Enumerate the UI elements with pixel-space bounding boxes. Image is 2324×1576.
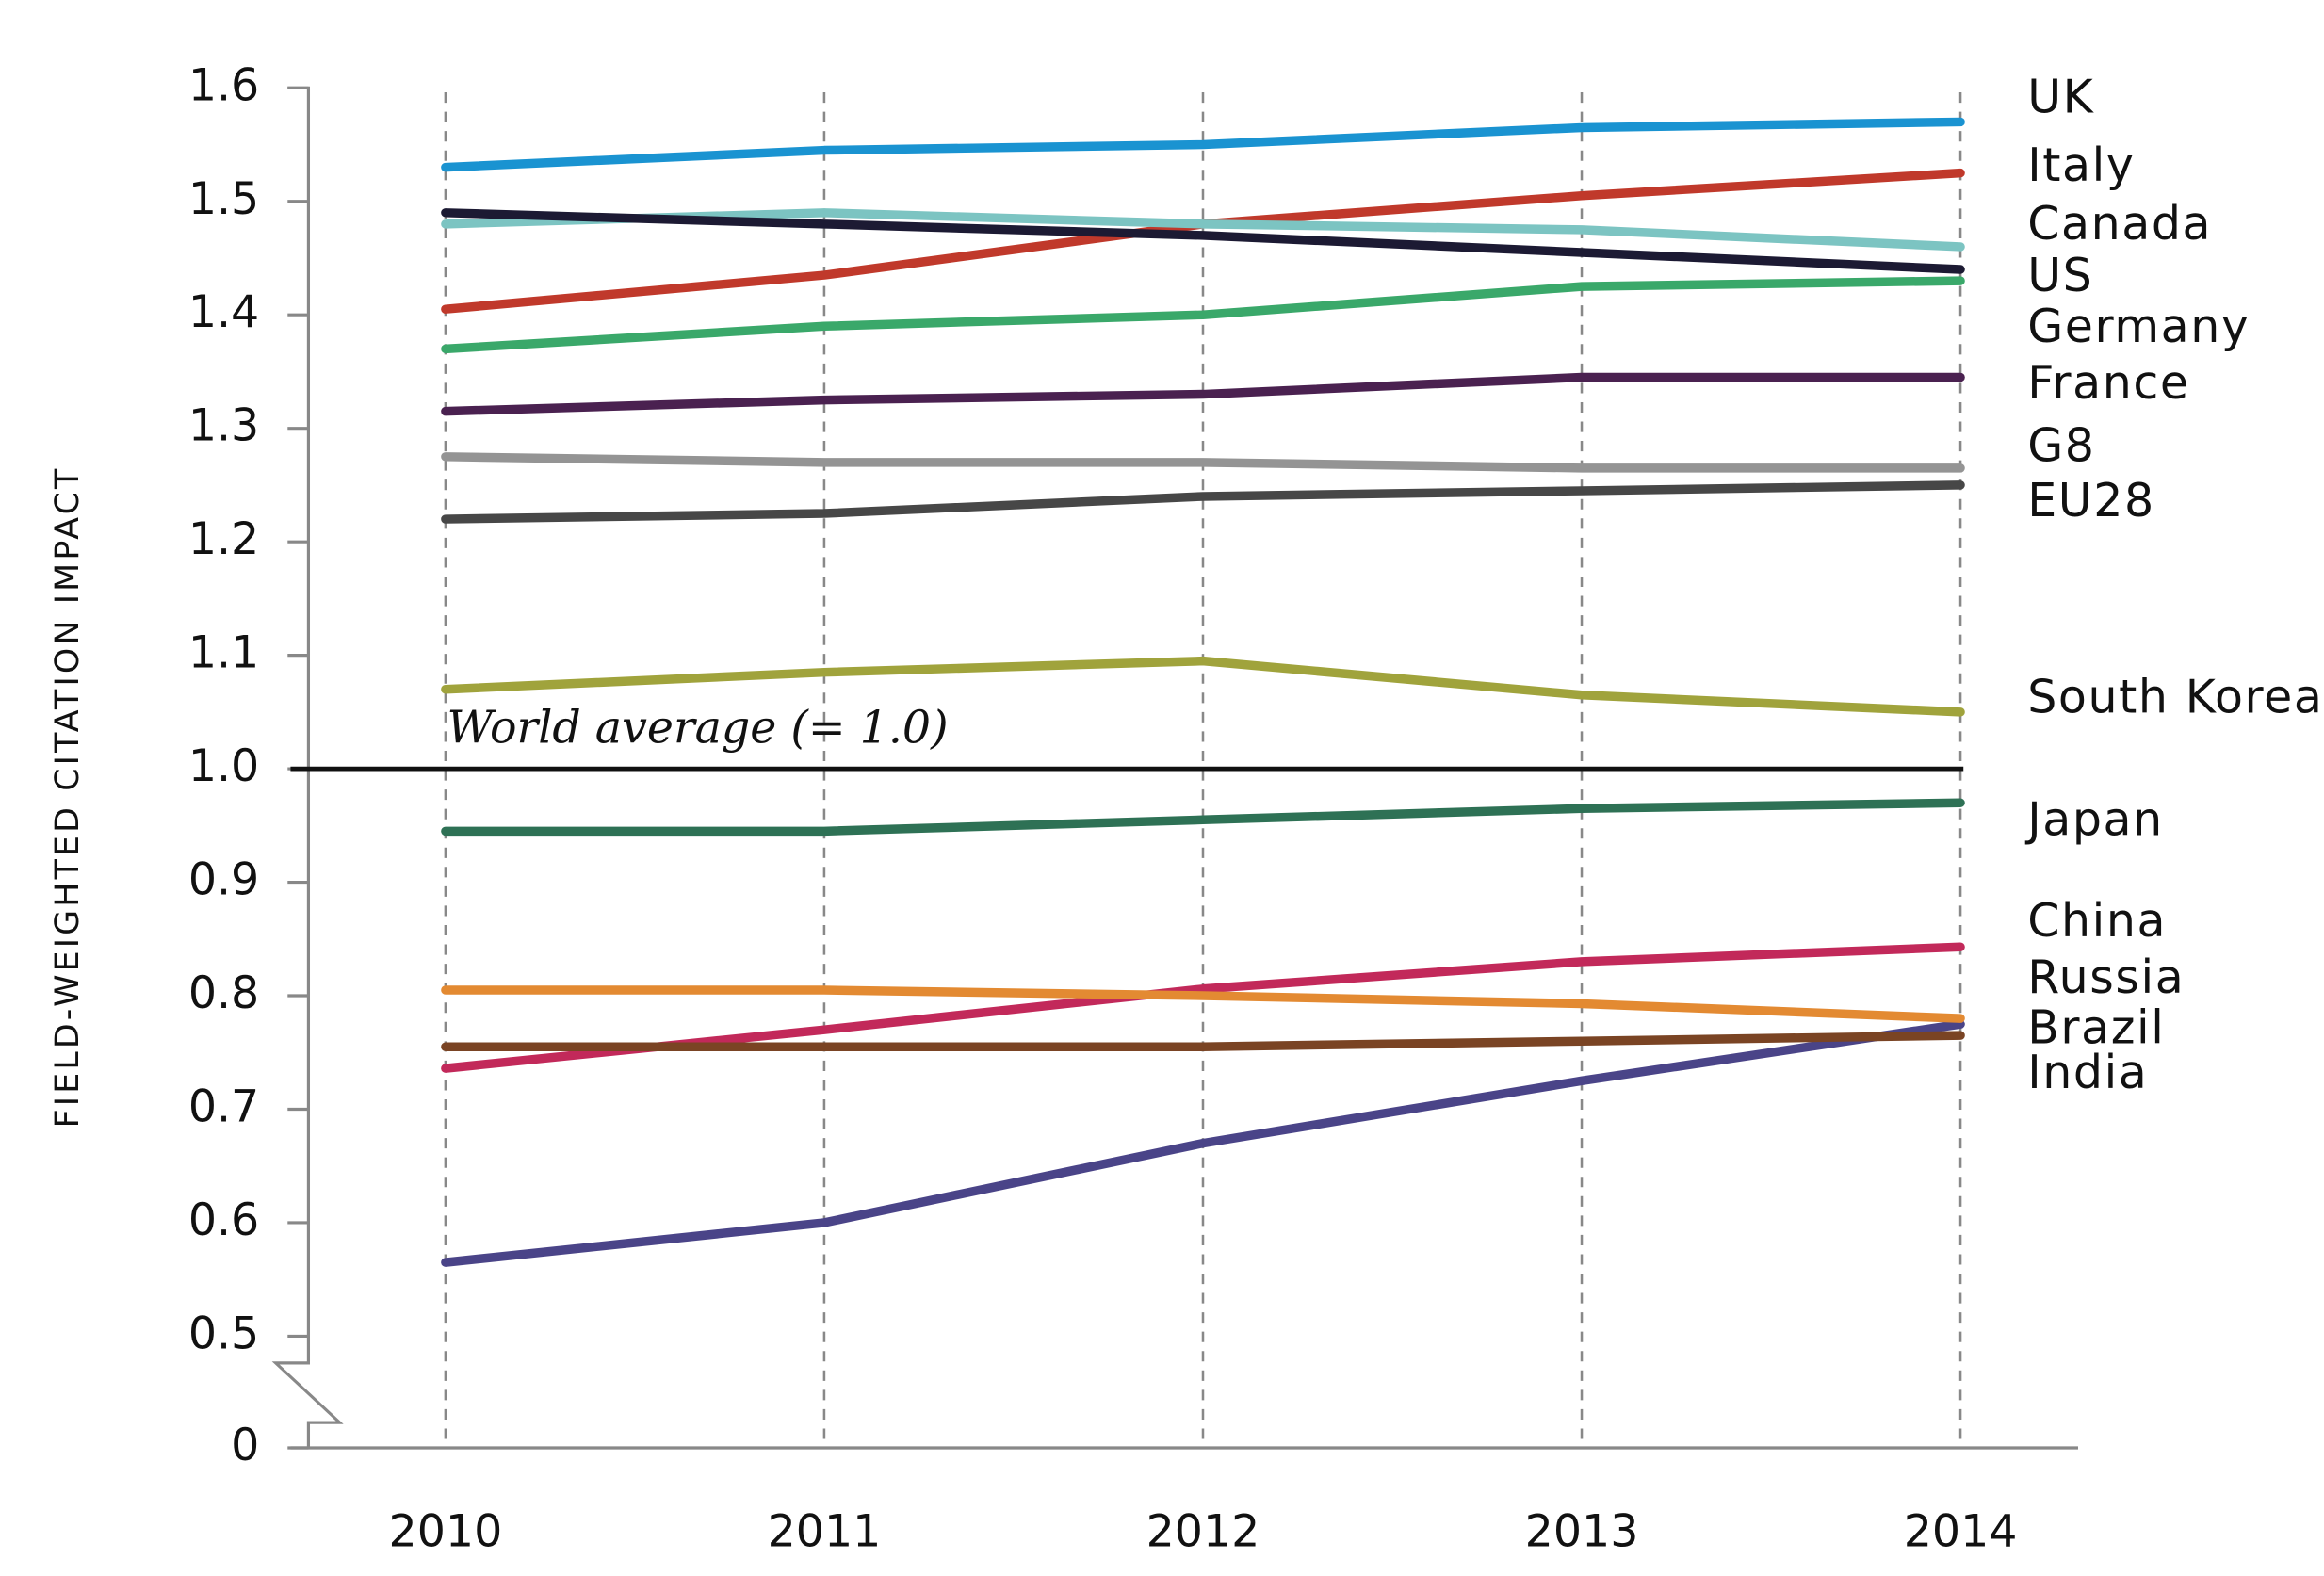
x-tick-label: 2013 (1525, 1506, 1639, 1558)
series-label: China (2027, 894, 2167, 948)
x-tick-label: 2012 (1146, 1506, 1260, 1558)
series-line (441, 985, 1965, 1023)
series-label: South Korea (2027, 671, 2323, 724)
series-line (441, 117, 1965, 172)
series-label: France (2027, 356, 2189, 410)
series-label: Japan (2024, 792, 2164, 846)
series-label: UK (2027, 70, 2094, 123)
series-label: US (2027, 249, 2093, 302)
y-tick-label: 1.3 (188, 400, 259, 452)
series-label: Brazil (2027, 1001, 2165, 1055)
series-line (441, 1019, 1965, 1267)
series-label: Germany (2027, 300, 2250, 353)
y-tick-label: 0.6 (188, 1194, 259, 1246)
x-tick-label: 2011 (768, 1506, 882, 1558)
y-tick-label: 1.5 (188, 173, 259, 225)
y-tick-label: 1.4 (188, 286, 259, 338)
series-line (441, 1031, 1965, 1051)
series-label: EU28 (2027, 474, 2155, 528)
x-tick-label: 2014 (1904, 1506, 2018, 1558)
series-line (441, 372, 1965, 416)
series-line (441, 480, 1965, 524)
series-label: Italy (2027, 138, 2135, 192)
series-line (441, 656, 1965, 717)
y-tick-label: 0.9 (188, 854, 259, 906)
series-label: India (2027, 1046, 2148, 1099)
series-label: Canada (2027, 197, 2212, 251)
y-tick-label: 0 (231, 1420, 259, 1471)
y-tick-label: 0.7 (188, 1080, 259, 1132)
series-line (441, 798, 1965, 837)
series-line (441, 276, 1965, 354)
x-tick-label: 2010 (389, 1506, 503, 1558)
y-tick-label: 1.0 (188, 740, 259, 792)
series-label: Russia (2027, 950, 2185, 1004)
y-tick-label: 0.8 (188, 967, 259, 1019)
y-tick-label: 0.5 (188, 1308, 259, 1359)
series-label: G8 (2027, 418, 2095, 472)
y-tick-label: 1.1 (188, 627, 259, 679)
y-tick-label: 1.6 (188, 59, 259, 111)
y-tick-label: 1.2 (188, 513, 259, 565)
annotation: World average (= 1.0) (447, 703, 948, 755)
series-line (441, 208, 1965, 274)
y-axis-title: FIELD-WEIGHTED CITATION IMPACT (49, 466, 87, 1129)
series-line (441, 452, 1965, 473)
